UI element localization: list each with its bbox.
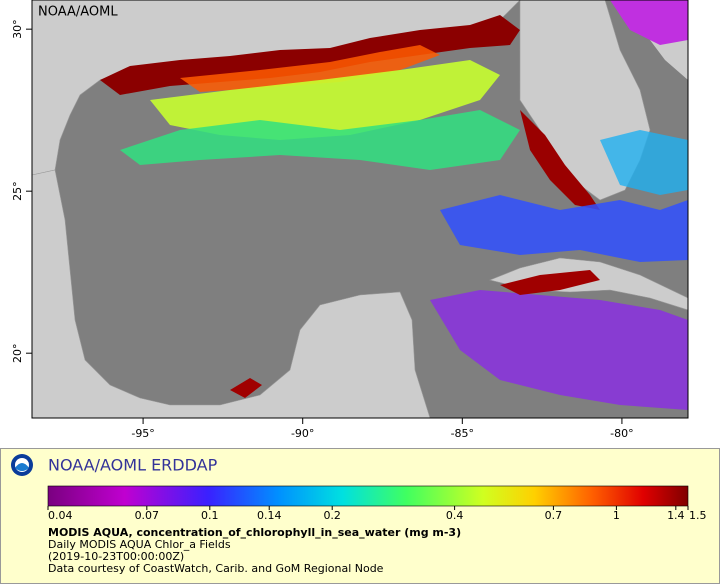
x-tick-label: -90° bbox=[291, 427, 314, 440]
chlorophyll-high-coast bbox=[100, 15, 520, 95]
chlorophyll-purple-south bbox=[430, 290, 688, 410]
colorbar-tick-label: 1 bbox=[613, 509, 620, 522]
colorbar-tick-label: 0.07 bbox=[135, 509, 160, 522]
variable: MODIS AQUA, concentration_of_chlorophyll… bbox=[48, 526, 461, 539]
axes: -95° -90° -85° -80° 20° 25° 30° bbox=[11, 19, 634, 440]
footer-panel bbox=[0, 448, 720, 584]
colorbar-tick-label: 1.5 bbox=[689, 509, 707, 522]
colorbar-tick-label: 0.2 bbox=[323, 509, 341, 522]
chlorophyll-florida-shelf bbox=[520, 110, 600, 210]
chlorophyll-mexico-coast bbox=[230, 378, 262, 398]
colorbar bbox=[47, 485, 689, 507]
x-tick-label: -85° bbox=[451, 427, 474, 440]
y-tick-label: 30° bbox=[11, 19, 24, 38]
map-frame bbox=[31, 0, 689, 419]
footer-title: NOAA/AOML ERDDAP bbox=[48, 456, 218, 475]
chlorophyll-orange bbox=[180, 45, 440, 92]
mexico bbox=[32, 169, 431, 418]
map-area bbox=[32, 0, 688, 418]
chlorophyll-blue-east bbox=[440, 195, 688, 262]
noaa-logo bbox=[11, 454, 33, 476]
chlorophyll-cuba-coast bbox=[500, 270, 600, 295]
colorbar-tick-label: 0.7 bbox=[545, 509, 563, 522]
y-tick-label: 20° bbox=[11, 343, 24, 363]
colorbar-ticks: 0.04 0.07 0.1 0.14 0.2 0.4 0.7 1 1.4 1.5 bbox=[47, 506, 707, 522]
x-tick-label: -80° bbox=[610, 427, 633, 440]
colorbar-tick-label: 0.1 bbox=[201, 509, 219, 522]
dataset: Daily MODIS AQUA Chlor_a Fields bbox=[48, 538, 231, 551]
chlorophyll-yellow-green bbox=[150, 60, 500, 140]
y-tick-label: 25° bbox=[11, 181, 24, 201]
cuba bbox=[489, 257, 688, 311]
map-label-box bbox=[34, 2, 102, 22]
credit: Data courtesy of CoastWatch, Carib. and … bbox=[48, 562, 384, 575]
chlorophyll-green bbox=[120, 110, 520, 170]
x-tick-label: -95° bbox=[131, 427, 154, 440]
colorbar-tick-label: 0.04 bbox=[48, 509, 73, 522]
colorbar-tick-label: 0.4 bbox=[446, 509, 464, 522]
colorbar-tick-label: 0.14 bbox=[257, 509, 282, 522]
time: (2019-10-23T00:00:00Z) bbox=[48, 550, 184, 563]
colorbar-tick-label: 1.4 bbox=[667, 509, 685, 522]
map-label: NOAA/AOML bbox=[38, 5, 118, 20]
chlorophyll-ne-magenta bbox=[610, 0, 688, 45]
chlorophyll-cyan-east bbox=[600, 130, 688, 195]
